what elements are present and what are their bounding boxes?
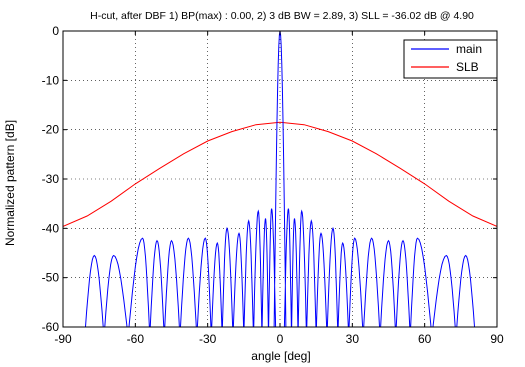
y-tick-label: 0 xyxy=(52,24,59,38)
y-tick-label: -20 xyxy=(42,123,60,137)
x-tick-label: 90 xyxy=(490,332,504,346)
y-axis-label: Normalized pattern [dB] xyxy=(3,120,17,246)
x-axis-label: angle [deg] xyxy=(251,349,310,363)
x-tick-label: 60 xyxy=(418,332,432,346)
x-tick-label: 30 xyxy=(346,332,360,346)
y-tick-label: -60 xyxy=(42,320,60,334)
legend-box xyxy=(403,39,498,79)
y-tick-label: -40 xyxy=(42,221,60,235)
x-tick-label: -60 xyxy=(127,332,145,346)
x-tick-label: 0 xyxy=(277,332,284,346)
y-tick-label: -50 xyxy=(42,271,60,285)
series-line-main xyxy=(84,31,476,327)
legend: main SLB xyxy=(403,39,498,79)
x-tick-label: -30 xyxy=(199,332,217,346)
legend-label-slb: SLB xyxy=(456,60,479,74)
grid xyxy=(63,31,497,327)
chart-title: H-cut, after DBF 1) BP(max) : 0.00, 2) 3… xyxy=(90,10,474,22)
legend-label-main: main xyxy=(456,42,482,56)
series-line-slb xyxy=(63,121,497,227)
axis-ticks: -90 -60 -30 0 30 60 900-10-20-30-40-50-60 xyxy=(42,24,504,346)
plot-area xyxy=(63,31,497,327)
y-tick-label: -10 xyxy=(42,73,60,87)
x-tick-label: -90 xyxy=(54,332,72,346)
y-tick-label: -30 xyxy=(42,172,60,186)
